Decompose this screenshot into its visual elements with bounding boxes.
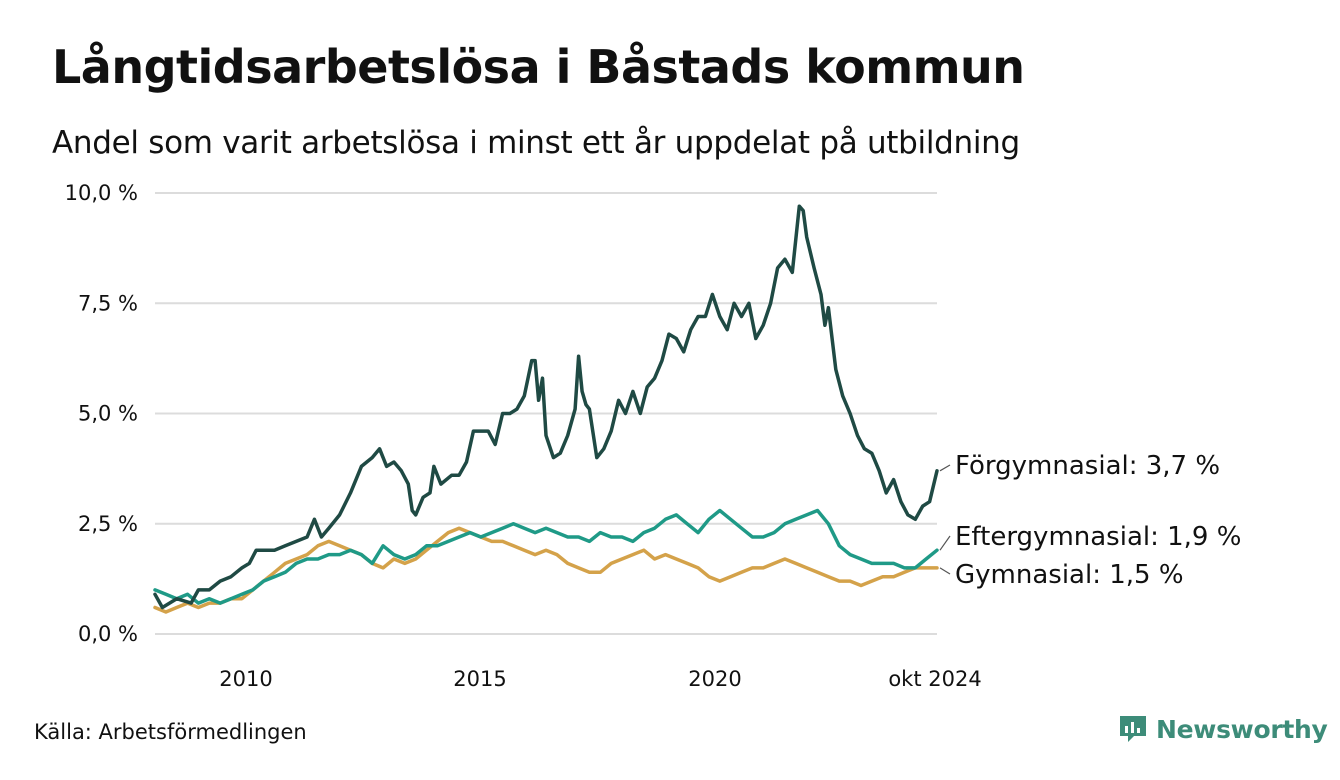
series-line-gymnasial — [153, 526, 939, 614]
x-tick-label: okt 2024 — [888, 667, 981, 691]
end-label-leader — [939, 567, 951, 575]
y-tick-label: 0,0 % — [78, 622, 138, 646]
y-tick-label: 7,5 % — [78, 291, 138, 315]
end-label-eftergymnasial: Eftergymnasial: 1,9 % — [955, 522, 1241, 552]
end-label-förgymnasial: Förgymnasial: 3,7 % — [955, 451, 1220, 481]
newsworthy-icon — [1120, 716, 1146, 742]
end-label-leader — [939, 464, 951, 472]
newsworthy-logo: Newsworthy — [1118, 714, 1328, 744]
page-subtitle: Andel som varit arbetslösa i minst ett å… — [52, 125, 1020, 161]
end-label-leader — [939, 535, 951, 551]
x-tick-label: 2015 — [453, 667, 506, 691]
page-title: Långtidsarbetslösa i Båstads kommun — [52, 40, 1025, 94]
brand-name: Newsworthy — [1156, 714, 1328, 744]
x-tick-label: 2020 — [688, 667, 741, 691]
x-tick-label: 2010 — [219, 667, 272, 691]
series-line-förgymnasial — [153, 204, 939, 610]
y-tick-label: 5,0 % — [78, 402, 138, 426]
end-label-gymnasial: Gymnasial: 1,5 % — [955, 560, 1184, 590]
y-tick-label: 2,5 % — [78, 512, 138, 536]
y-tick-label: 10,0 % — [65, 181, 138, 205]
source-note: Källa: Arbetsförmedlingen — [34, 720, 307, 744]
series-line-eftergymnasial — [153, 508, 939, 605]
